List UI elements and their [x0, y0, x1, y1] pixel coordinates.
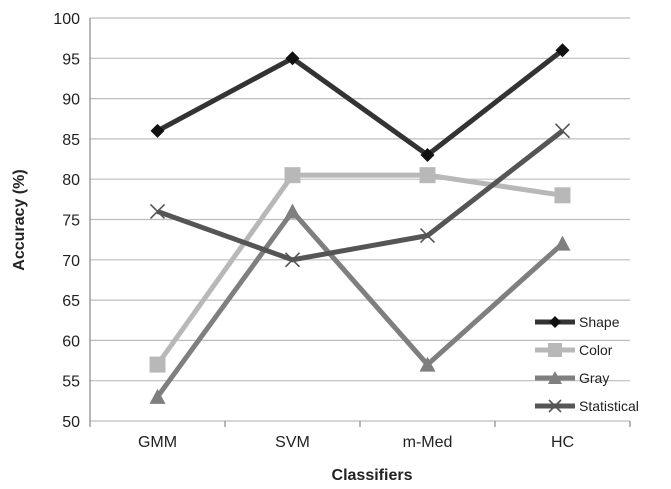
legend-marker: [548, 399, 562, 413]
y-tick-label: 55: [62, 374, 80, 391]
y-tick-label: 65: [62, 293, 80, 310]
data-point-statistical: [554, 123, 571, 139]
legend: Shape Color Gray Statistical: [535, 314, 639, 414]
series-line-gray: [155, 207, 565, 399]
legend-label: Gray: [579, 370, 609, 386]
data-point-color: [419, 167, 436, 184]
legend-marker: [548, 343, 562, 357]
data-point-gray: [149, 388, 166, 404]
y-tick-label: 100: [53, 11, 80, 28]
series-group: [149, 43, 571, 404]
data-point-gray: [284, 203, 301, 219]
legend-marker: [549, 316, 561, 328]
series-line-shape: [156, 48, 565, 159]
y-tick-label: 70: [62, 253, 80, 270]
data-point-statistical: [149, 203, 166, 220]
y-tick-label: 60: [62, 333, 80, 350]
legend-marker: [548, 371, 562, 384]
x-tick-labels: GMM SVM m-Med HC: [89, 421, 631, 451]
legend-label: Statistical: [579, 398, 639, 414]
y-tick-labels: 50 55 60 65 70 75 80 85 90 95 100: [53, 11, 80, 431]
data-point-gray: [419, 356, 436, 372]
data-point-shape: [420, 148, 435, 163]
data-point-color: [284, 167, 301, 184]
y-tick-label: 80: [62, 172, 80, 189]
x-tick-label: GMM: [138, 434, 177, 451]
legend-label: Shape: [579, 314, 620, 330]
y-axis-label: Accuracy (%): [11, 169, 28, 270]
data-point-shape: [150, 123, 165, 138]
data-point-gray: [554, 235, 571, 251]
legend-label: Color: [579, 342, 613, 358]
data-point-statistical: [284, 252, 301, 268]
y-tick-label: 90: [62, 92, 80, 109]
x-tick-label: m-Med: [403, 434, 453, 451]
x-axis-label: Classifiers: [332, 467, 413, 484]
series-line-color: [155, 172, 563, 367]
data-point-color: [554, 187, 571, 204]
grid-lines: [89, 17, 630, 422]
y-tick-label: 75: [62, 213, 80, 230]
data-point-shape: [285, 51, 300, 66]
x-tick-label: SVM: [275, 434, 310, 451]
data-point-shape: [555, 43, 570, 58]
x-tick-label: HC: [551, 434, 574, 451]
y-tick-label: 85: [62, 132, 80, 149]
y-tick-label: 50: [62, 414, 80, 431]
data-point-statistical: [419, 228, 436, 244]
series-line-statistical: [156, 128, 565, 263]
data-point-color: [149, 356, 166, 373]
y-tick-label: 95: [62, 51, 80, 68]
